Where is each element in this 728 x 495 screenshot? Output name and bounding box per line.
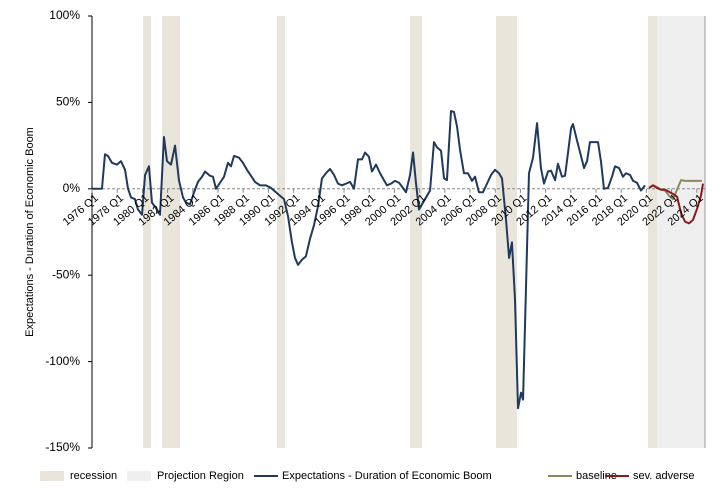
y-tick-label: -150% <box>45 440 80 454</box>
legend-label: baseline <box>576 470 617 482</box>
legend: recession Projection Region Expectations -… <box>40 470 695 482</box>
legend-label: sev. adverse <box>633 470 695 482</box>
legend-swatch <box>40 471 64 481</box>
legend-label: recession <box>70 470 117 482</box>
series-line <box>648 183 704 225</box>
band <box>143 16 151 448</box>
band <box>276 16 286 448</box>
y-tick-label: 100% <box>49 8 80 22</box>
band <box>162 16 180 448</box>
band <box>656 16 705 448</box>
y-tick-label: -50% <box>52 267 80 281</box>
y-tick-label: 0% <box>63 181 81 195</box>
band <box>648 16 657 448</box>
band-layer <box>143 16 705 448</box>
legend-swatch <box>127 471 151 481</box>
legend-label: Projection Region <box>157 470 244 482</box>
line-layer <box>92 110 704 410</box>
y-axis-title: Expectations - Duration of Economic Boom <box>24 127 36 337</box>
legend-label: Expectations - Duration of Economic Boom <box>282 470 492 482</box>
y-tick-label: 50% <box>56 95 80 109</box>
y-tick-label: -100% <box>45 354 80 368</box>
band <box>410 16 422 448</box>
axis-layer <box>88 15 706 449</box>
series-line <box>92 110 646 410</box>
